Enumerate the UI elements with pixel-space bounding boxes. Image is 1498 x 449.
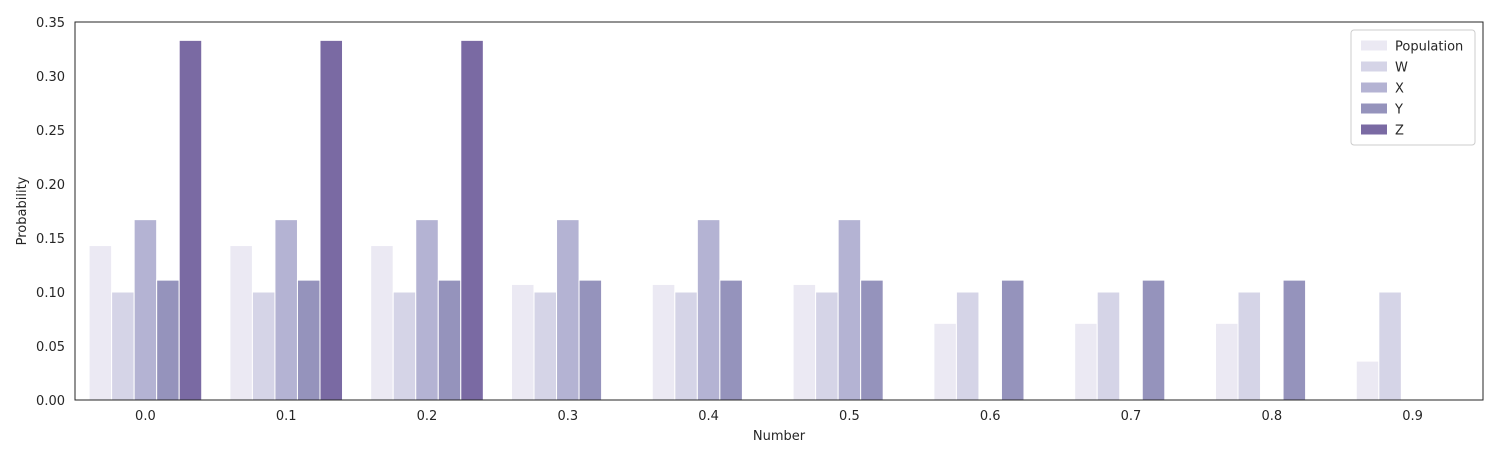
- bar-population-0.4: [651, 283, 676, 401]
- legend-swatch-y: [1361, 103, 1387, 114]
- legend-label-x: X: [1395, 82, 1404, 97]
- x-tick-label: 0.8: [1261, 409, 1282, 424]
- bar-w-0.0: [111, 291, 135, 401]
- bar-y-0.3: [578, 279, 603, 401]
- y-tick-label: 0.25: [36, 124, 65, 139]
- bar-x-0.4: [696, 219, 721, 401]
- legend-swatch-w: [1361, 61, 1387, 72]
- y-axis-label: Probability: [15, 176, 30, 245]
- legend-label-z: Z: [1395, 124, 1404, 139]
- bar-w-0.5: [815, 291, 839, 401]
- bar-w-0.2: [392, 291, 417, 401]
- bar-z-0.2: [460, 39, 484, 401]
- bar-population-0.2: [370, 245, 394, 401]
- x-tick-label: 0.9: [1402, 409, 1423, 424]
- legend-swatch-population: [1361, 40, 1387, 51]
- bar-x-0.5: [837, 219, 862, 401]
- bars-group: [88, 39, 1402, 401]
- y-tick-label: 0.15: [36, 232, 65, 247]
- bar-population-0.0: [88, 245, 113, 401]
- x-axis-label: Number: [753, 429, 806, 444]
- y-axis: 0.00 0.05 0.10 0.15 0.20 0.25 0.30 0.35: [36, 16, 65, 409]
- bar-w-0.1: [251, 291, 276, 401]
- bar-population-0.3: [510, 283, 535, 401]
- bar-x-0.3: [556, 219, 580, 401]
- legend-box: [1350, 29, 1476, 146]
- bar-x-0.1: [274, 219, 298, 401]
- legend-label-w: W: [1395, 61, 1408, 76]
- x-tick-label: 0.7: [1121, 409, 1142, 424]
- bar-y-0.7: [1141, 279, 1166, 401]
- legend-swatch-z: [1361, 124, 1387, 135]
- bar-w-0.7: [1096, 291, 1121, 401]
- bar-z-0.1: [319, 39, 344, 401]
- legend-swatch-x: [1361, 82, 1387, 93]
- bar-x-0.2: [415, 219, 439, 401]
- x-tick-label: 0.1: [276, 409, 297, 424]
- y-tick-label: 0.35: [36, 16, 65, 31]
- bar-w-0.8: [1237, 291, 1262, 401]
- bar-y-0.2: [437, 279, 462, 401]
- x-tick-label: 0.0: [135, 409, 156, 424]
- bar-population-0.8: [1214, 322, 1239, 401]
- bar-population-0.7: [1074, 322, 1098, 401]
- bar-y-0.8: [1282, 279, 1307, 401]
- bar-y-0.4: [719, 279, 743, 401]
- x-axis: 0.0 0.1 0.2 0.3 0.4 0.5 0.6 0.7 0.8 0.9: [135, 409, 1423, 424]
- x-tick-label: 0.6: [980, 409, 1001, 424]
- bar-w-0.3: [533, 291, 558, 401]
- bar-population-0.6: [933, 322, 957, 401]
- x-tick-label: 0.5: [839, 409, 860, 424]
- bar-w-0.4: [674, 291, 698, 401]
- legend-label-y: Y: [1394, 103, 1403, 118]
- bar-x-0.0: [133, 219, 158, 401]
- bar-y-0.6: [1000, 279, 1025, 401]
- plot-frame: [74, 21, 1484, 401]
- legend-label-population: Population: [1395, 40, 1463, 55]
- bar-z-0.0: [178, 39, 203, 401]
- bar-y-0.0: [156, 279, 180, 401]
- y-tick-label: 0.05: [36, 340, 65, 355]
- bar-population-0.1: [229, 245, 253, 401]
- x-tick-label: 0.3: [557, 409, 578, 424]
- bar-w-0.9: [1378, 291, 1402, 401]
- x-tick-label: 0.4: [698, 409, 719, 424]
- y-tick-label: 0.20: [36, 178, 65, 193]
- y-tick-label: 0.10: [36, 286, 65, 301]
- bar-population-0.5: [792, 283, 817, 401]
- bar-y-0.1: [296, 279, 321, 401]
- y-tick-label: 0.30: [36, 70, 65, 85]
- bar-population-0.9: [1355, 360, 1380, 401]
- x-tick-label: 0.2: [417, 409, 438, 424]
- bar-w-0.6: [955, 291, 980, 401]
- bar-y-0.5: [860, 279, 884, 401]
- y-tick-label: 0.00: [36, 394, 65, 409]
